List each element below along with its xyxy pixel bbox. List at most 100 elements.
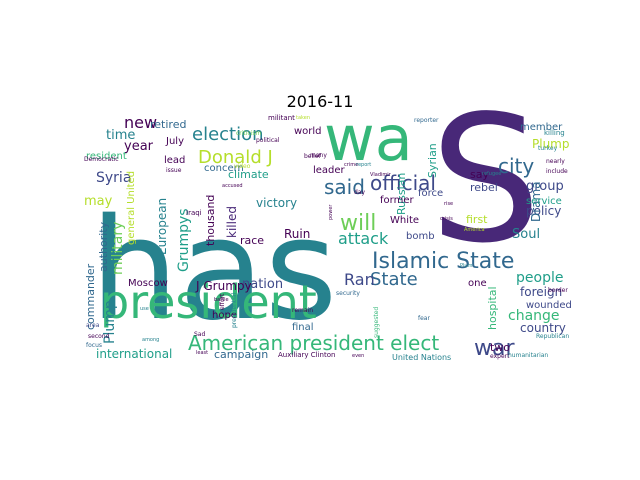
cloud-word: people	[516, 270, 563, 286]
cloud-word: criticism	[236, 130, 262, 137]
cloud-word: Ruin	[284, 227, 310, 241]
cloud-word: group	[526, 179, 564, 194]
cloud-word: year	[124, 139, 154, 154]
cloud-word: Donald J	[198, 147, 273, 168]
cloud-word: White	[390, 215, 419, 226]
cloud-word: city	[498, 154, 534, 178]
cloud-word: climate	[228, 168, 269, 181]
cloud-word: focus	[86, 342, 102, 349]
cloud-word: United Nations	[392, 353, 451, 362]
cloud-word: rise	[444, 201, 453, 207]
cloud-word: include	[546, 168, 568, 175]
cloud-word: first	[466, 213, 488, 226]
cloud-word: victory	[256, 196, 297, 210]
cloud-word: even	[352, 353, 364, 359]
cloud-word: service	[526, 196, 562, 207]
cloud-word: said	[324, 175, 365, 199]
cloud-word: presidential	[231, 292, 238, 328]
cloud-word: remain	[292, 307, 313, 314]
cloud-word: July	[165, 136, 184, 147]
cloud-word: American president elect	[188, 331, 439, 355]
cloud-word: commander	[84, 263, 97, 330]
cloud-word: belief	[304, 153, 322, 160]
cloud-word: force	[418, 188, 443, 199]
cloud-word: nearly	[546, 158, 565, 165]
cloud-word: killing	[544, 129, 565, 137]
cloud-word: area	[86, 322, 100, 329]
cloud-word: bomb	[406, 231, 435, 242]
cloud-word: accused	[222, 183, 243, 189]
cloud-word: two	[490, 341, 510, 354]
cloud-word: say	[470, 168, 489, 181]
cloud-word: effort	[219, 293, 226, 310]
cloud-word: policy	[526, 204, 561, 218]
cloud-word: change	[508, 308, 560, 324]
cloud-word: wounded	[526, 300, 572, 311]
cloud-word: turkey	[538, 145, 558, 152]
cloud-word: world	[294, 126, 322, 137]
cloud-word: resident	[86, 151, 127, 162]
cloud-word: war	[474, 336, 515, 361]
cloud-word: European	[155, 198, 169, 255]
word-cloud-background	[82, 118, 562, 364]
cloud-word: authority	[97, 221, 110, 272]
cloud-word: Islamic State	[372, 249, 514, 274]
cloud-word: least	[196, 350, 208, 356]
cloud-word: Syrian	[426, 143, 439, 178]
cloud-word: Drama	[529, 181, 543, 222]
cloud-word: power	[328, 204, 334, 220]
cloud-word: Moscow	[128, 278, 168, 289]
cloud-word: former	[380, 195, 414, 206]
cloud-word: president	[100, 275, 317, 329]
cloud-word: humanitarian	[508, 352, 548, 359]
cloud-word: attack	[338, 229, 389, 248]
cloud-word: day	[354, 189, 365, 196]
cloud-word: Russian	[395, 173, 408, 215]
cloud-word: crime	[344, 162, 358, 168]
cloud-word: election	[192, 124, 264, 145]
cloud-word: Plump	[102, 300, 118, 344]
cloud-word: S	[430, 79, 541, 282]
cloud-word: wa	[324, 102, 413, 175]
cloud-word: reporter	[414, 117, 439, 124]
cloud-word: leader	[313, 165, 346, 176]
cloud-word: Democratic	[84, 156, 119, 163]
cloud-word: thousand	[204, 195, 217, 246]
cloud-word: has	[90, 189, 337, 352]
cloud-word: Grumpys	[176, 208, 192, 272]
cloud-word: State	[370, 269, 418, 290]
cloud-word: hospital	[486, 286, 499, 330]
cloud-word: hope	[212, 310, 237, 321]
cloud-word: concern	[204, 163, 244, 174]
cloud-word: Iraqi	[186, 209, 202, 217]
cloud-word: lead	[164, 155, 185, 166]
cloud-word: may	[84, 194, 113, 209]
cloud-word: second	[88, 333, 110, 340]
cloud-word: battle	[214, 297, 229, 303]
cloud-word: political	[256, 137, 280, 144]
cloud-word: fear	[418, 315, 430, 322]
cloud-word: international	[96, 347, 172, 361]
cloud-word: report	[356, 162, 371, 168]
cloud-word: Syria	[96, 170, 131, 186]
cloud-word: country	[520, 321, 566, 335]
chart-title: 2016-11	[286, 92, 354, 111]
cloud-word: security	[336, 290, 360, 297]
cloud-word: Republican	[536, 333, 569, 340]
cloud-word: race	[240, 234, 264, 247]
cloud-word: will	[340, 211, 376, 236]
cloud-word: military	[110, 222, 126, 275]
cloud-word: retired	[150, 118, 186, 131]
cloud-word: many	[310, 152, 327, 159]
cloud-word: militant	[268, 114, 295, 122]
cloud-word: taken	[296, 115, 310, 121]
cloud-word: Sad	[194, 331, 205, 338]
cloud-word: killed	[225, 206, 239, 238]
cloud-word: nation	[242, 277, 283, 292]
cloud-word: Auxiliary Clinton	[278, 351, 335, 359]
cloud-word: general United	[126, 171, 137, 245]
cloud-word: one	[468, 278, 487, 289]
cloud-word: use	[140, 306, 149, 312]
cloud-word: member	[520, 122, 563, 133]
